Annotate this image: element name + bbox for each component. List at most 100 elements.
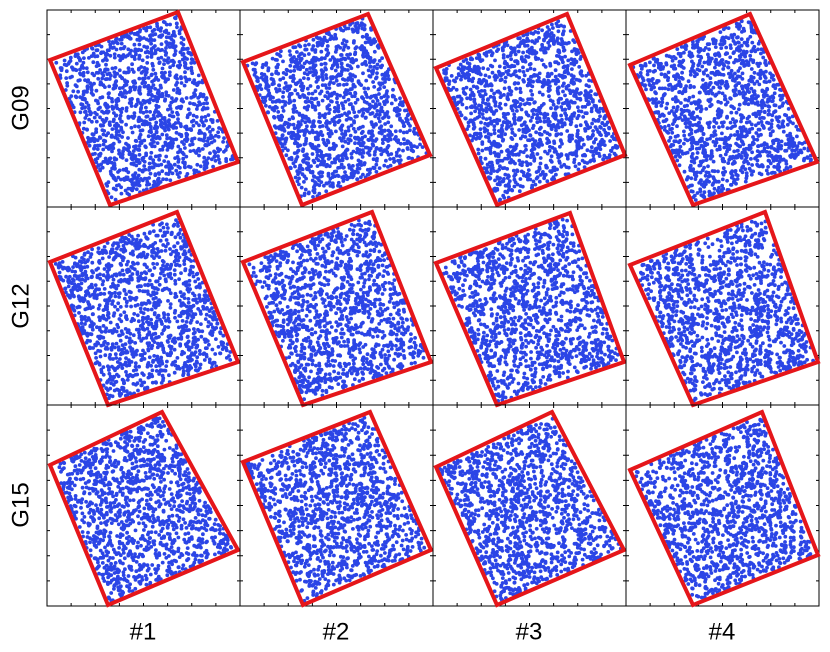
point — [495, 144, 500, 149]
point — [479, 106, 484, 111]
point — [549, 106, 553, 111]
point — [105, 160, 110, 165]
point — [113, 80, 118, 85]
point — [296, 66, 300, 71]
point — [320, 98, 325, 103]
point — [364, 145, 369, 150]
point — [91, 132, 96, 137]
point — [725, 178, 729, 183]
point — [505, 95, 510, 99]
point — [568, 122, 573, 127]
point — [584, 122, 589, 127]
point — [103, 139, 108, 144]
point — [688, 147, 693, 152]
point — [690, 152, 695, 156]
point — [512, 81, 517, 86]
point — [167, 73, 172, 78]
point — [120, 85, 125, 90]
point — [511, 148, 516, 153]
point — [471, 84, 476, 89]
point — [516, 49, 521, 54]
point — [678, 115, 682, 120]
point — [277, 99, 282, 104]
point — [151, 98, 156, 103]
point — [711, 41, 716, 46]
point — [350, 105, 355, 110]
point — [163, 76, 168, 81]
point — [178, 147, 183, 152]
point — [553, 60, 557, 65]
point — [680, 70, 684, 75]
point — [499, 131, 504, 135]
point — [290, 56, 295, 60]
point — [181, 156, 186, 161]
point — [546, 122, 551, 127]
point — [224, 159, 229, 164]
point — [501, 193, 506, 198]
point — [190, 142, 195, 147]
point — [130, 130, 135, 135]
point — [124, 108, 129, 113]
point — [678, 138, 682, 143]
point — [181, 37, 186, 42]
point — [339, 138, 344, 143]
point — [181, 99, 186, 104]
point — [297, 170, 302, 174]
point — [558, 138, 563, 143]
point — [554, 105, 558, 110]
point — [287, 49, 292, 53]
point — [110, 46, 115, 50]
point — [311, 130, 316, 135]
point — [375, 66, 379, 71]
point — [587, 84, 591, 89]
point — [312, 175, 317, 179]
point — [339, 61, 344, 66]
point — [732, 133, 737, 137]
point — [650, 97, 655, 102]
point — [163, 49, 168, 54]
point — [152, 140, 156, 144]
point — [384, 158, 388, 163]
point — [306, 91, 311, 96]
point — [151, 113, 156, 118]
point — [195, 162, 200, 167]
point — [737, 40, 741, 45]
point — [263, 98, 268, 103]
point — [521, 65, 525, 70]
point — [675, 47, 680, 51]
point — [495, 158, 500, 163]
point — [189, 57, 194, 61]
point — [299, 185, 304, 190]
point — [299, 56, 304, 61]
point — [365, 55, 370, 60]
point — [312, 184, 317, 188]
point — [688, 168, 693, 173]
point — [591, 117, 596, 122]
point — [373, 39, 378, 44]
point — [691, 94, 696, 99]
point — [289, 155, 294, 160]
point — [513, 69, 518, 74]
point — [124, 166, 129, 171]
point — [487, 107, 492, 112]
point — [526, 77, 531, 82]
point — [112, 52, 117, 57]
point — [351, 40, 356, 45]
point — [686, 79, 691, 84]
point — [749, 122, 754, 127]
point — [517, 158, 522, 163]
point — [468, 96, 472, 100]
point — [260, 95, 265, 100]
point — [177, 59, 182, 64]
point — [776, 141, 781, 146]
point — [74, 95, 79, 100]
point — [147, 161, 152, 166]
point — [678, 144, 683, 149]
point — [311, 44, 316, 48]
point — [104, 62, 108, 67]
point — [570, 49, 574, 54]
point — [157, 111, 162, 116]
point — [479, 120, 483, 125]
point — [751, 135, 755, 139]
point — [377, 59, 382, 63]
